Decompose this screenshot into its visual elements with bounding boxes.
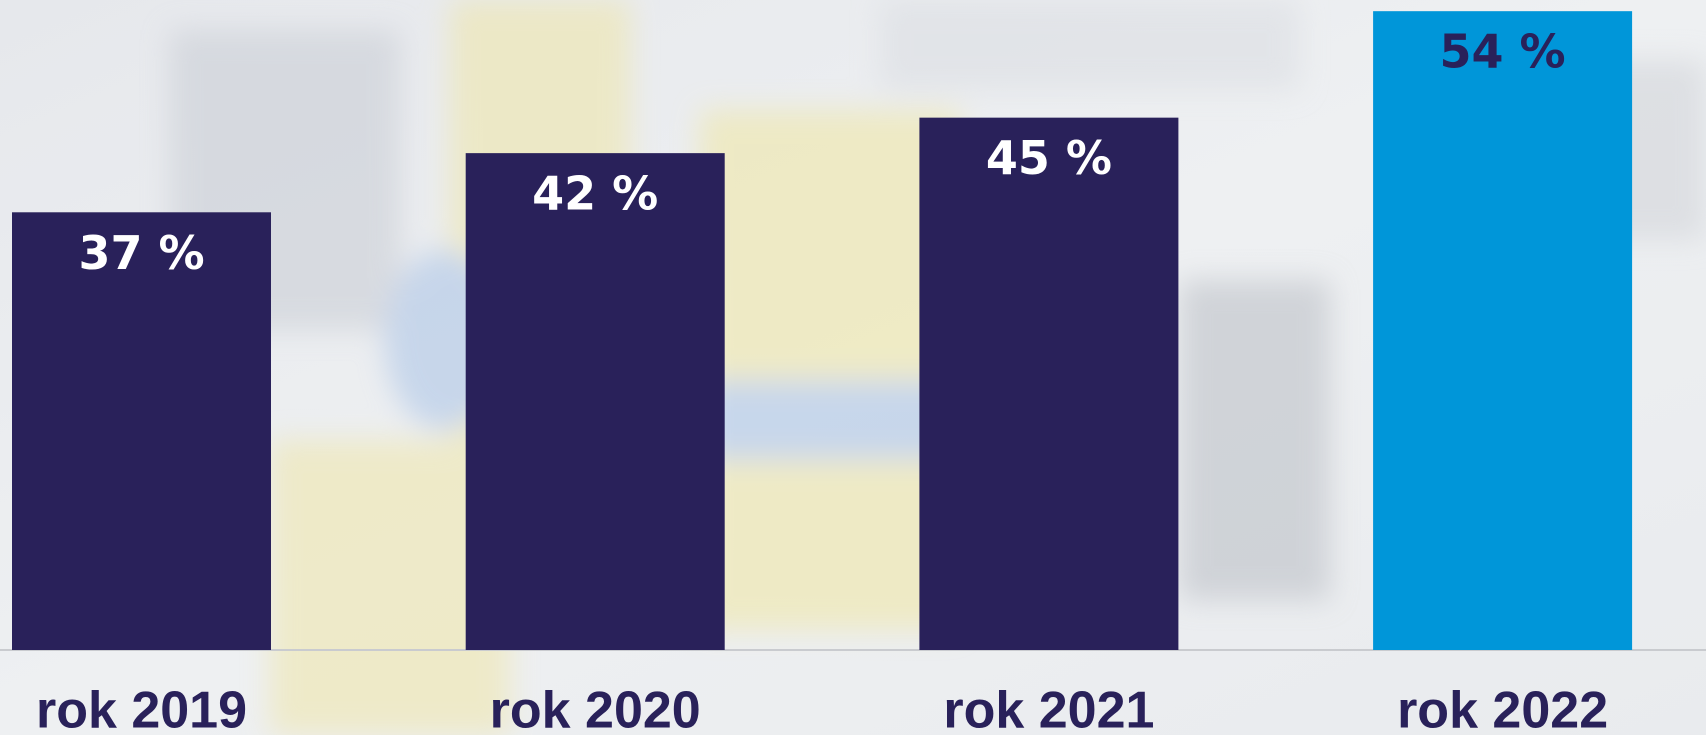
bar: [465, 153, 725, 650]
x-tick-label: rok 2021: [943, 682, 1154, 735]
data-label: 42 %: [532, 167, 658, 221]
data-label: 45 %: [986, 131, 1112, 185]
bar: [919, 117, 1179, 650]
data-label: 54 %: [1440, 25, 1566, 79]
x-tick-label: rok 2020: [490, 682, 701, 735]
bar: [12, 212, 271, 651]
data-label: 37 %: [78, 226, 204, 280]
x-tick-label: rok 2019: [36, 682, 247, 735]
x-tick-label: rok 2022: [1397, 682, 1608, 735]
plot: 37 % rok 2019 42 % rok 2020 45 % rok 2021 54 %…: [12, 11, 1633, 735]
bar: [1373, 11, 1633, 651]
background-photo: [170, 0, 1706, 735]
